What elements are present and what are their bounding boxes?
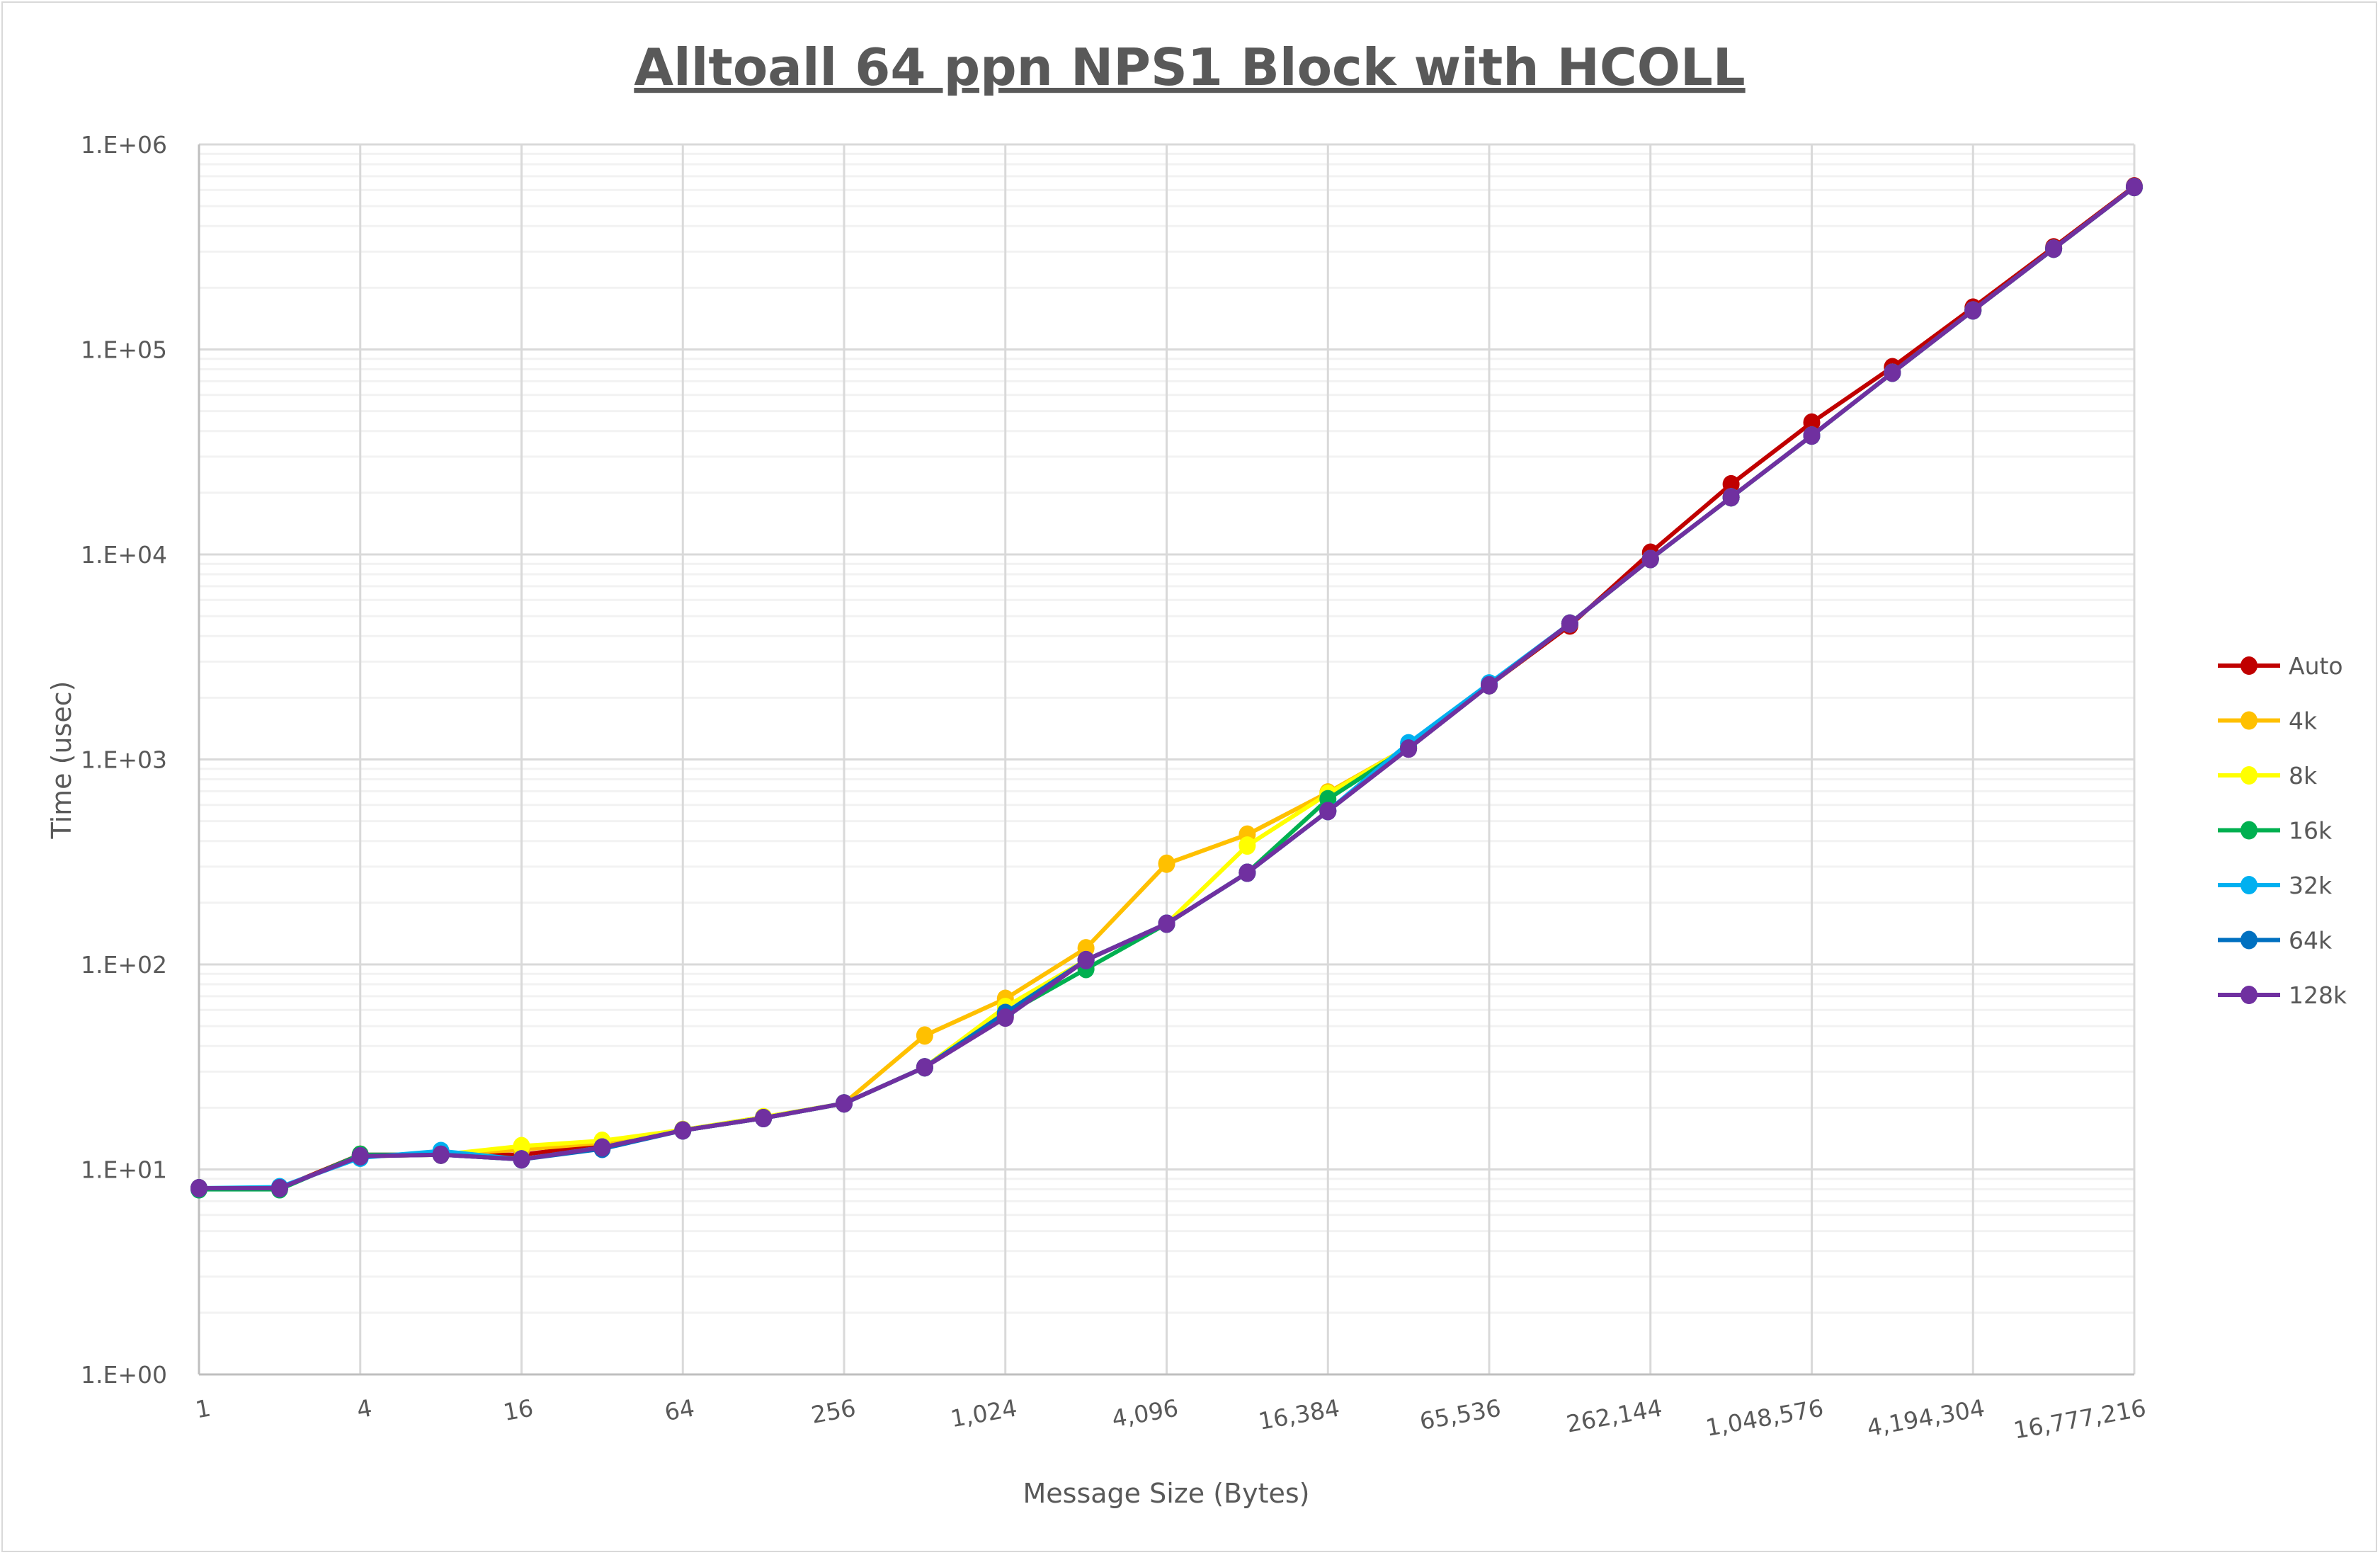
data-point (1077, 950, 1095, 969)
data-point (1884, 363, 1901, 382)
legend-label: 64k (2289, 927, 2333, 955)
data-point (190, 1178, 207, 1197)
series-group (190, 177, 2143, 1199)
y-axis-ticks: 1.E+00 1.E+01 1.E+02 1.E+03 1.E+04 1.E+05 1.E+… (81, 131, 167, 1389)
data-point (271, 1178, 288, 1197)
data-point (1641, 549, 1659, 569)
y-tick-label: 1.E+05 (81, 336, 167, 364)
x-tick-label: 16 (501, 1394, 535, 1426)
y-tick-label: 1.E+06 (81, 131, 167, 159)
data-point (1319, 802, 1337, 821)
series-128k (190, 178, 2143, 1197)
data-point (755, 1109, 773, 1128)
data-point (1400, 739, 1418, 758)
legend-item-32k: 32k (2218, 872, 2333, 899)
y-tick-label: 1.E+01 (81, 1156, 167, 1184)
data-point (1964, 301, 1982, 320)
data-point (513, 1137, 530, 1156)
y-axis-label: Time (usec) (46, 681, 77, 840)
data-point (1239, 836, 1256, 855)
y-tick-label: 1.E+03 (81, 746, 167, 774)
x-tick-label: 4,194,304 (1864, 1394, 1986, 1442)
x-axis-label: Message Size (Bytes) (1023, 1478, 1310, 1509)
legend-item-4k: 4k (2218, 707, 2318, 735)
legend-marker (2240, 876, 2257, 894)
data-point (432, 1145, 450, 1164)
legend-label: 8k (2289, 762, 2318, 790)
x-tick-label: 1 (193, 1394, 212, 1423)
x-tick-label: 16,384 (1256, 1394, 1341, 1435)
y-tick-label: 1.E+00 (81, 1361, 167, 1389)
data-point (1561, 614, 1578, 633)
legend-item-16k: 16k (2218, 817, 2333, 845)
legend-marker (2240, 821, 2257, 840)
data-point (2045, 239, 2063, 258)
legend-item-auto: Auto (2218, 652, 2343, 680)
data-point (1158, 854, 1175, 873)
legend: Auto 4k 8k 16k 32k 64k 128k (2218, 652, 2347, 1009)
legend-marker (2240, 930, 2257, 950)
x-tick-label: 1,048,576 (1704, 1394, 1826, 1442)
x-tick-label: 64 (663, 1394, 697, 1426)
data-point (593, 1138, 611, 1157)
legend-marker (2240, 986, 2257, 1004)
x-axis-ticks: 1 4 16 64 256 1,024 4,096 16,384 65,536 262,144 1,… (193, 1394, 2148, 1444)
legend-item-64k: 64k (2218, 927, 2333, 955)
x-tick-label: 1,024 (948, 1394, 1019, 1432)
data-point (836, 1094, 853, 1113)
data-point (1239, 863, 1256, 882)
data-point (996, 1008, 1014, 1027)
legend-marker (2240, 711, 2257, 730)
data-point (916, 1026, 933, 1045)
x-tick-label: 4 (355, 1394, 374, 1423)
data-point (1481, 676, 1498, 695)
legend-label: 16k (2289, 817, 2333, 845)
legend-marker (2240, 656, 2257, 675)
legend-label: 4k (2289, 707, 2318, 735)
legend-label: 128k (2289, 981, 2347, 1009)
legend-item-8k: 8k (2218, 762, 2318, 790)
data-point (916, 1058, 933, 1077)
x-tick-label: 256 (809, 1394, 858, 1428)
legend-label: 32k (2289, 872, 2333, 899)
data-point (2126, 178, 2143, 197)
data-point (1803, 413, 1821, 432)
grid (198, 143, 2136, 1376)
y-tick-label: 1.E+02 (81, 951, 167, 979)
x-tick-label: 4,096 (1110, 1394, 1180, 1432)
data-point (513, 1150, 530, 1169)
data-point (674, 1121, 692, 1140)
data-point (1158, 914, 1175, 933)
data-point (1722, 488, 1740, 507)
x-tick-label: 262,144 (1564, 1394, 1664, 1437)
chart-title: Alltoall 64 ppn NPS1 Block with HCOLL (634, 38, 1745, 97)
legend-label: Auto (2289, 652, 2343, 680)
y-tick-label: 1.E+04 (81, 541, 167, 569)
data-point (1722, 474, 1740, 494)
x-tick-label: 16,777,216 (2012, 1394, 2148, 1444)
legend-item-128k: 128k (2218, 981, 2347, 1009)
x-tick-label: 65,536 (1418, 1394, 1503, 1435)
legend-marker (2240, 766, 2257, 785)
data-point (351, 1146, 369, 1166)
data-point (1803, 426, 1821, 445)
